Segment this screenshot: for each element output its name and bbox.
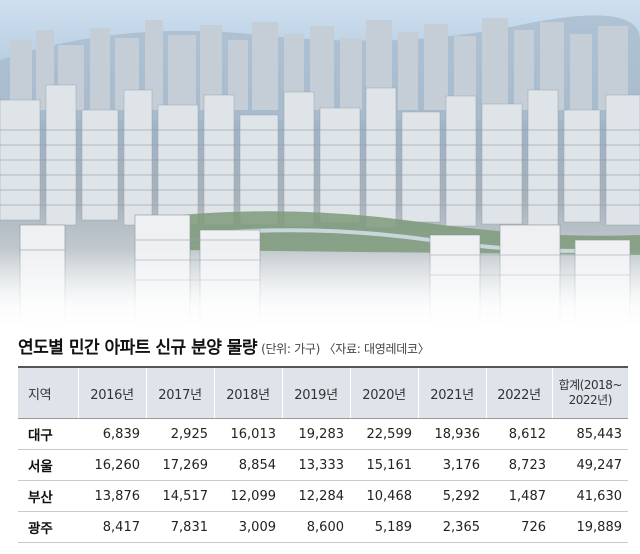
header-2022: 2022년 [485, 366, 552, 419]
row-region: 부산 [18, 480, 78, 512]
table-cell: 13,876 [78, 480, 146, 512]
table-cell: 8,600 [282, 511, 350, 543]
header-total: 합계(2018~ 2022년) [551, 366, 628, 419]
table-cell: 5,189 [350, 511, 418, 543]
table-cell: 14,517 [146, 480, 214, 512]
table-cell: 2,365 [418, 511, 486, 543]
table-cell: 2,925 [146, 418, 214, 450]
table-row: 부산 13,876 14,517 12,099 12,284 10,468 5,… [18, 480, 628, 512]
photo-fade [0, 250, 640, 330]
table-title-note: (단위: 가구) 〈자료: 대영레데코〉 [261, 342, 430, 356]
table-row: 광주 8,417 7,831 3,009 8,600 5,189 2,365 7… [18, 511, 628, 543]
table-cell: 8,417 [78, 511, 146, 543]
table-row: 서울 16,260 17,269 8,854 13,333 15,161 3,1… [18, 449, 628, 481]
header-region: 지역 [18, 366, 78, 419]
row-region: 서울 [18, 449, 78, 481]
table-cell: 6,839 [78, 418, 146, 450]
header-2016: 2016년 [77, 366, 146, 419]
table-cell-total: 49,247 [552, 449, 628, 481]
table-header-row: 지역 2016년 2017년 2018년 2019년 2020년 2021년 2… [18, 366, 628, 419]
table-cell: 12,284 [282, 480, 350, 512]
table-cell-total: 19,889 [552, 511, 628, 543]
table-cell: 16,260 [78, 449, 146, 481]
table-cell: 8,723 [486, 449, 552, 481]
table-cell: 16,013 [214, 418, 282, 450]
table-cell: 8,854 [214, 449, 282, 481]
supply-table: 지역 2016년 2017년 2018년 2019년 2020년 2021년 2… [18, 366, 628, 543]
table-cell: 17,269 [146, 449, 214, 481]
table-cell: 726 [486, 511, 552, 543]
table-cell: 18,936 [418, 418, 486, 450]
header-2018: 2018년 [213, 366, 282, 419]
header-2020: 2020년 [349, 366, 418, 419]
row-region: 대구 [18, 418, 78, 450]
table-cell: 5,292 [418, 480, 486, 512]
row-region: 광주 [18, 511, 78, 543]
table-cell: 10,468 [350, 480, 418, 512]
city-apartment-photo [0, 0, 640, 330]
header-total-line1: 합계(2018~ [558, 378, 623, 392]
table-cell: 8,612 [486, 418, 552, 450]
table-cell: 7,831 [146, 511, 214, 543]
table-cell: 13,333 [282, 449, 350, 481]
table-cell: 12,099 [214, 480, 282, 512]
table-title: 연도별 민간 아파트 신규 분양 물량 (단위: 가구) 〈자료: 대영레데코〉 [18, 333, 628, 359]
header-total-line2: 2022년) [568, 393, 613, 407]
table-cell-total: 41,630 [552, 480, 628, 512]
header-2021: 2021년 [417, 366, 486, 419]
table-title-main: 연도별 민간 아파트 신규 분양 물량 [18, 338, 258, 358]
table-cell: 19,283 [282, 418, 350, 450]
table-cell: 3,176 [418, 449, 486, 481]
table-cell: 1,487 [486, 480, 552, 512]
table-cell-total: 85,443 [552, 418, 628, 450]
table-row: 대구 6,839 2,925 16,013 19,283 22,599 18,9… [18, 418, 628, 450]
header-2017: 2017년 [145, 366, 214, 419]
header-2019: 2019년 [281, 366, 350, 419]
table-cell: 22,599 [350, 418, 418, 450]
table-cell: 15,161 [350, 449, 418, 481]
table-cell: 3,009 [214, 511, 282, 543]
